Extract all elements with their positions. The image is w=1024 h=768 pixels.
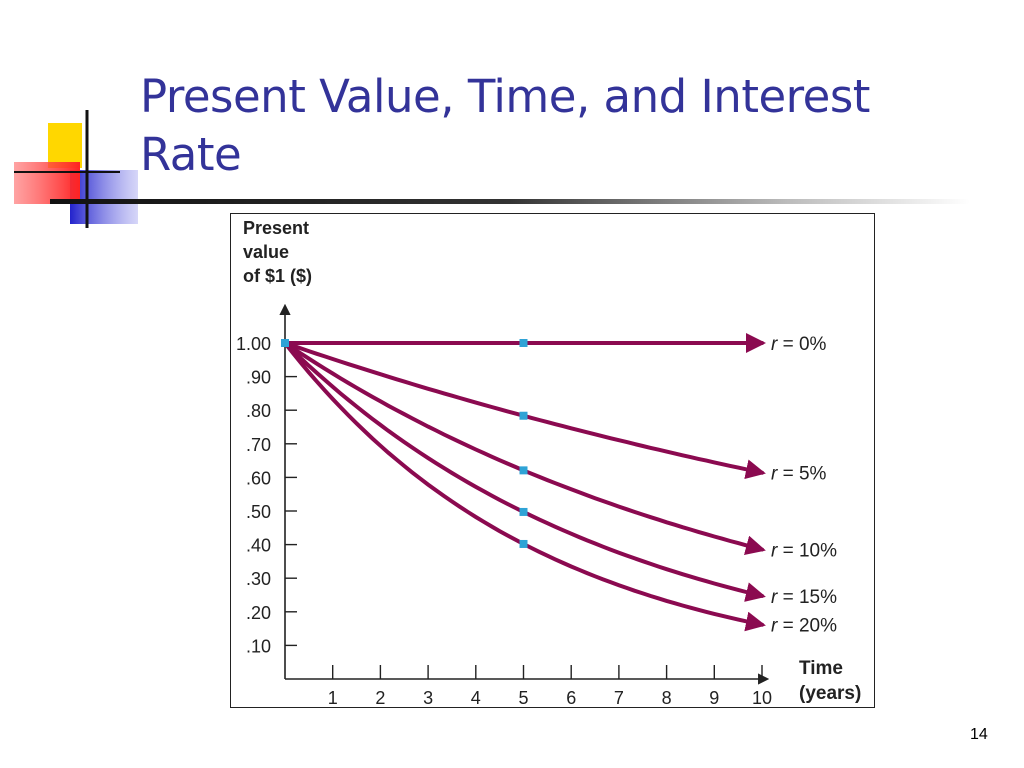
title-divider [50, 199, 970, 204]
series-label-0: r = 0% [771, 334, 827, 355]
series-point [281, 339, 289, 347]
y-axis-label-line: Present [243, 218, 309, 238]
series-line-4 [283, 341, 766, 632]
x-tick-label: 8 [662, 688, 672, 708]
series-line-2 [283, 341, 766, 556]
series-label-3: r = 15% [771, 587, 837, 608]
y-tick-label: .60 [246, 468, 271, 488]
x-axis-label-line: (years) [799, 683, 861, 704]
y-axis-label-line: value [243, 242, 289, 262]
x-tick-label: 3 [423, 688, 433, 708]
deco-blue-square [70, 170, 138, 224]
y-tick-label: .90 [246, 368, 271, 388]
y-tick-label: .20 [246, 603, 271, 623]
x-tick-label: 1 [328, 688, 338, 708]
y-tick-label: .10 [246, 636, 271, 656]
y-tick-label: .70 [246, 435, 271, 455]
series-point [519, 466, 528, 475]
deco-red-square [14, 162, 80, 204]
series-label-1: r = 5% [771, 464, 827, 485]
series-label-4: r = 20% [771, 616, 837, 637]
series-label-2: r = 10% [771, 540, 837, 561]
series-point [519, 539, 528, 548]
corner-decoration [14, 110, 138, 228]
y-tick-label: .50 [246, 502, 271, 522]
x-axis-label-line: Time [799, 658, 843, 679]
y-axis-label-line: of $1 ($) [243, 266, 312, 286]
slide-number: 14 [970, 726, 988, 743]
slide-title: Present Value, Time, and Interest Rate [140, 70, 870, 181]
deco-yellow-square [48, 123, 82, 168]
x-tick-label: 10 [752, 688, 772, 708]
y-tick-label: 1.00 [236, 334, 271, 354]
chart-frame: Present value of $1 ($) .10 .20 .30 .40 .50 .60.… [230, 213, 875, 708]
x-tick-label: 2 [375, 688, 385, 708]
y-tick-label: .40 [246, 536, 271, 556]
y-tick-label: .30 [246, 569, 271, 589]
x-tick-label: 4 [471, 688, 481, 708]
x-tick-label: 6 [566, 688, 576, 708]
series-point [519, 339, 528, 347]
present-value-chart: Present value of $1 ($) .10 .20 .30 .40 .50 .60.… [236, 218, 861, 708]
x-tick-label: 5 [518, 688, 528, 708]
series-point [519, 507, 528, 516]
series-point [519, 411, 528, 420]
y-tick-label: .80 [246, 401, 271, 421]
x-tick-label: 7 [614, 688, 624, 708]
x-tick-label: 9 [709, 688, 719, 708]
